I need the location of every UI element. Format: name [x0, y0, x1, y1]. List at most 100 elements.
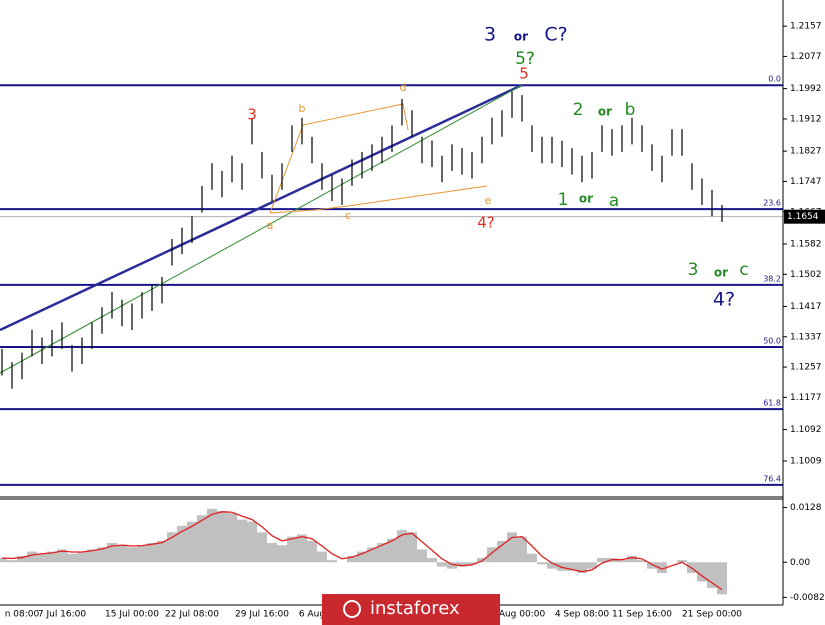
histogram-bar — [397, 530, 407, 563]
histogram-bar — [87, 549, 97, 563]
wave-label: c — [739, 260, 748, 280]
histogram-bar — [647, 562, 657, 569]
histogram-bar — [367, 547, 377, 563]
histogram-bar — [497, 540, 507, 563]
wave-label: 1 — [558, 190, 569, 210]
fib-label: 50.0 — [763, 336, 781, 345]
watermark: instaforex — [322, 594, 500, 625]
histogram-bar — [197, 515, 207, 563]
histogram-bar — [597, 557, 607, 563]
histogram-bar — [77, 551, 87, 563]
axes: 1.2157 1.2077 1.1992 1.1912 1.1827 1.1747 1.16… — [5, 22, 825, 620]
y-tick-label: 1.1502 — [790, 270, 822, 280]
histogram-bar — [107, 543, 117, 563]
wave-label: e — [485, 194, 492, 207]
wave-line — [269, 103, 409, 214]
fib-label: 0.0 — [768, 75, 781, 84]
watermark-banner — [322, 594, 500, 625]
wave-label: b — [299, 102, 306, 115]
wave-line — [269, 185, 488, 214]
wave-label: 5? — [515, 49, 535, 69]
x-tick-label: 6 Aug — [299, 610, 325, 620]
y-tick-label: 1.1417 — [790, 302, 822, 312]
y-tick-label: 1.1747 — [790, 177, 822, 187]
histogram-bar — [637, 560, 647, 563]
histogram-bar — [0, 557, 7, 563]
wave-label: or — [598, 105, 612, 119]
y-tick-label: 1.1257 — [790, 363, 822, 373]
x-tick-label: 29 Jul 16:00 — [235, 610, 289, 620]
y-tick-label: 1.1827 — [790, 147, 822, 157]
fib-label: 61.8 — [763, 399, 781, 408]
histogram-bar — [57, 549, 67, 563]
histogram-bar — [557, 562, 567, 571]
histogram-bar — [407, 532, 417, 563]
marks — [0, 91, 727, 595]
histogram-bar — [227, 513, 237, 563]
y-tick-label: 1.1582 — [790, 239, 822, 249]
histogram-bar — [627, 555, 637, 563]
histogram-bar — [417, 549, 427, 563]
last-price-label: 1.1654 — [787, 212, 819, 222]
histogram-bar — [457, 562, 467, 567]
histogram-bar — [527, 553, 537, 563]
histogram-bar — [507, 532, 517, 563]
histogram-bar — [587, 562, 597, 569]
histogram-bar — [477, 557, 487, 563]
watermark-icon — [343, 600, 361, 618]
y-tick-label: 1.1992 — [790, 84, 822, 94]
fib-label: 38.2 — [763, 274, 781, 283]
x-tick-label: Aug 00:00 — [499, 610, 546, 620]
histogram-bar — [137, 545, 147, 563]
y-tick-label: -0.00821 — [790, 593, 825, 603]
histogram-bar — [67, 553, 77, 563]
y-tick-label: 0.0128 — [790, 503, 822, 513]
histogram-bar — [127, 547, 137, 563]
wave-label: a — [267, 219, 274, 232]
wave-label: 5 — [519, 65, 529, 83]
histogram-bar — [577, 562, 587, 573]
fib-label: 23.6 — [763, 199, 781, 208]
wave-label: 3 — [688, 260, 699, 280]
histogram-bar — [617, 560, 627, 563]
histogram-bar — [267, 543, 277, 563]
y-tick-label: 1.1912 — [790, 114, 822, 124]
watermark-text: instaforex — [370, 598, 460, 619]
wave-label: or — [579, 192, 593, 206]
wave-label: a — [609, 191, 619, 211]
histogram-bar — [307, 540, 317, 563]
wave-label: or — [514, 30, 528, 44]
histogram-bar — [517, 536, 527, 563]
histogram-bar — [387, 538, 397, 563]
x-tick-label: 4 Sep 08:00 — [555, 610, 610, 620]
histogram-bar — [17, 555, 27, 563]
histogram-bar — [207, 508, 217, 563]
histogram-bar — [97, 547, 107, 563]
histogram-bar — [297, 534, 307, 563]
histogram-bar — [257, 532, 267, 563]
histogram-bar — [287, 536, 297, 563]
x-tick-label: 22 Jul 08:00 — [165, 610, 219, 620]
histogram-bar — [487, 547, 497, 563]
histogram-bar — [37, 553, 47, 563]
wave-label: c — [345, 209, 351, 222]
trend-line — [0, 83, 523, 332]
histogram-bar — [217, 510, 227, 563]
y-tick-label: 1.1092 — [790, 425, 822, 435]
y-tick-label: 0.00 — [790, 558, 810, 568]
histogram-bar — [27, 551, 37, 563]
signal-line — [1, 511, 723, 591]
histogram-bar — [347, 555, 357, 563]
histogram-bar — [437, 562, 447, 567]
histogram-bar — [277, 545, 287, 563]
histogram-bar — [117, 545, 127, 563]
x-tick-label: 11 Sep 16:00 — [612, 610, 672, 620]
histogram-bar — [177, 525, 187, 563]
histogram-bar — [47, 551, 57, 563]
histogram-bar — [167, 532, 177, 563]
histogram-bar — [657, 562, 667, 573]
trend-line — [0, 84, 523, 374]
histogram-bar — [377, 543, 387, 563]
